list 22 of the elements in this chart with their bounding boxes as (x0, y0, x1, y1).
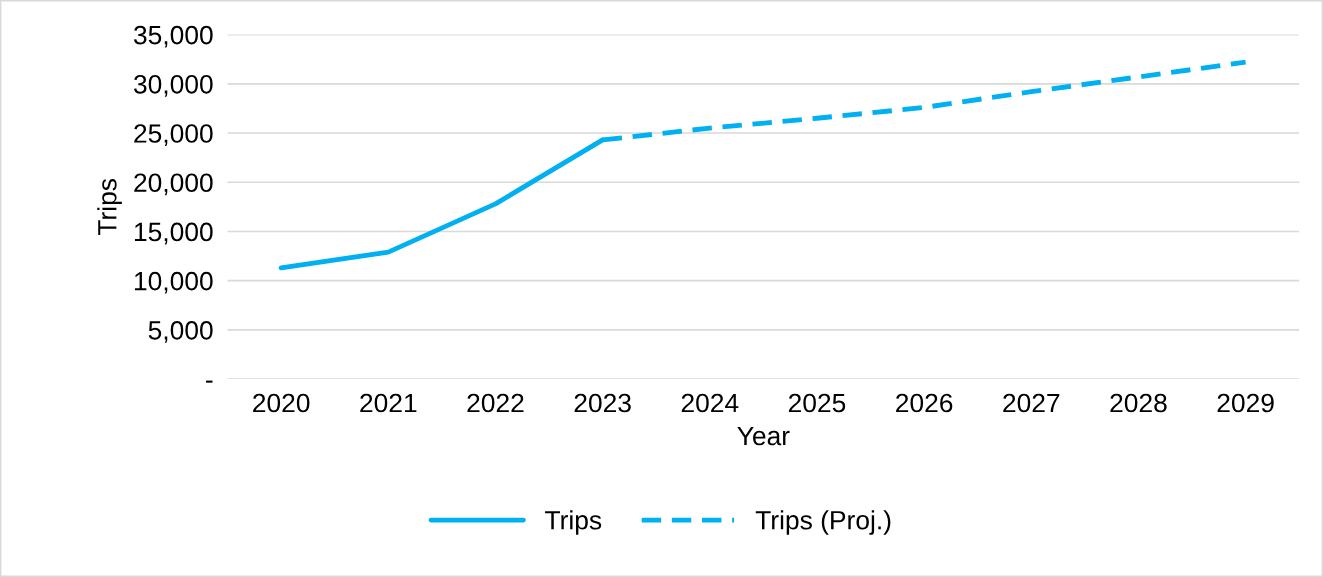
x-tick-label: 2021 (360, 393, 417, 413)
y-axis-title: Trips (97, 178, 122, 236)
x-tick-label: 2029 (1217, 393, 1274, 413)
x-tick-label: 2027 (1003, 393, 1060, 413)
y-tick-label: 5,000 (148, 321, 213, 343)
y-tick-label: 15,000 (134, 222, 213, 245)
x-tick-label: 2023 (574, 393, 631, 413)
y-tick-label: - (206, 380, 213, 383)
x-axis-title: Year (737, 426, 790, 446)
x-tick-label: 2024 (681, 393, 739, 413)
legend-label: Trips (Proj.) (755, 510, 891, 535)
y-tick-label: 10,000 (134, 271, 213, 294)
legend-label: Trips (545, 510, 602, 535)
x-tick-label: 2020 (253, 393, 310, 413)
x-tick-label: 2025 (788, 393, 846, 413)
x-tick-label: 2022 (467, 393, 524, 413)
y-tick-label: 20,000 (134, 173, 213, 196)
y-tick-label: 35,000 (133, 25, 213, 48)
y-tick-label: 25,000 (134, 124, 213, 146)
x-tick-label: 2028 (1110, 393, 1167, 413)
y-tick-label: 30,000 (133, 74, 213, 97)
x-tick-label: 2026 (896, 393, 953, 413)
